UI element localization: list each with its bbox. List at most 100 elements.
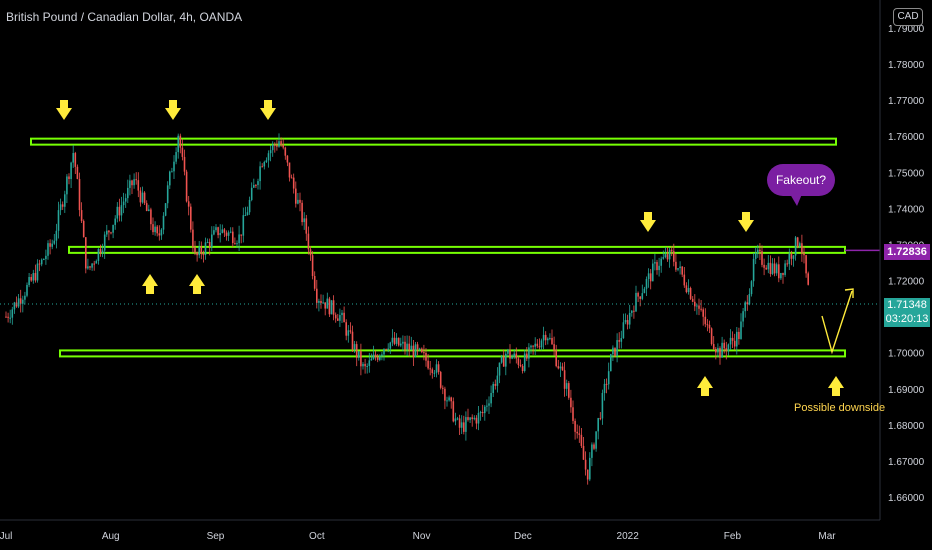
- candle-body: [61, 204, 64, 207]
- candle: [26, 282, 28, 298]
- candle-body: [358, 351, 360, 358]
- candle: [198, 241, 200, 259]
- x-tick-label: 2022: [617, 531, 640, 542]
- candle: [347, 325, 350, 343]
- candle-body: [807, 273, 809, 285]
- currency-badge[interactable]: CAD: [893, 8, 923, 26]
- candle: [236, 240, 238, 248]
- candle-body: [40, 259, 43, 265]
- candle-body: [471, 417, 473, 419]
- candle: [196, 251, 198, 262]
- candle: [202, 250, 205, 263]
- candle: [780, 272, 782, 281]
- candle: [82, 219, 85, 238]
- candle: [649, 268, 652, 290]
- y-axis-ticks: 1.79000 1.78000 1.77000 1.76000 1.75000 1.740…: [888, 24, 925, 504]
- candle-body: [288, 162, 291, 178]
- candle: [750, 280, 753, 297]
- candle-body: [143, 192, 146, 204]
- candle-body: [175, 152, 177, 162]
- candle: [610, 353, 612, 372]
- candle: [395, 333, 398, 347]
- candle-body: [49, 243, 51, 247]
- candle: [332, 295, 335, 321]
- candle-body: [152, 224, 154, 233]
- candle-body: [248, 199, 251, 213]
- candle: [376, 353, 379, 363]
- candle: [383, 348, 385, 361]
- candle: [628, 304, 631, 329]
- candle-body: [465, 417, 467, 432]
- candle-body: [675, 261, 677, 270]
- candle: [253, 178, 255, 188]
- candle: [372, 345, 375, 360]
- y-tick-label: 1.67000: [888, 457, 925, 468]
- candle: [572, 400, 574, 425]
- candle: [269, 145, 272, 162]
- arrow-down-icon: [640, 212, 656, 232]
- x-tick-label: Aug: [102, 531, 120, 542]
- candle: [744, 300, 746, 318]
- candle-body: [255, 185, 257, 187]
- last-price-tag: 1.71348 03:20:13: [884, 298, 930, 327]
- candle: [80, 202, 83, 223]
- candle: [555, 344, 557, 368]
- candle-body: [278, 141, 280, 147]
- candle-body: [500, 356, 503, 363]
- candle-body: [580, 434, 583, 446]
- candle-body: [717, 347, 719, 353]
- candle: [211, 226, 213, 252]
- candle-body: [51, 243, 53, 247]
- candle-body: [349, 330, 352, 332]
- candle-body: [727, 344, 730, 352]
- candle: [200, 241, 203, 260]
- candle: [330, 300, 333, 315]
- candle: [339, 308, 341, 328]
- candle: [85, 237, 87, 274]
- candle: [746, 295, 749, 311]
- candle-body: [112, 224, 114, 233]
- candle-body: [595, 431, 597, 449]
- candle-body: [225, 232, 228, 236]
- candle: [345, 319, 347, 341]
- candle: [481, 404, 484, 417]
- candle-body: [805, 255, 807, 274]
- y-tick-label: 1.72000: [888, 277, 925, 288]
- candle: [639, 295, 641, 307]
- candle-body: [668, 249, 671, 260]
- candle: [183, 149, 186, 176]
- candle-body: [450, 397, 452, 402]
- candle: [78, 172, 81, 217]
- candle-body: [89, 266, 91, 268]
- candle-body: [702, 309, 704, 317]
- candle-body: [47, 243, 49, 256]
- candle: [511, 354, 513, 360]
- candle: [576, 424, 578, 439]
- candle-body: [517, 358, 520, 365]
- candle-body: [719, 347, 721, 358]
- arrow-up-icon: [189, 274, 205, 294]
- candle-body: [723, 342, 725, 349]
- candle-body: [586, 469, 589, 480]
- candle-body: [337, 318, 339, 321]
- candle: [34, 264, 37, 283]
- candle-body: [778, 264, 780, 279]
- candle: [118, 198, 121, 222]
- candle-body: [299, 199, 301, 203]
- candle-body: [38, 263, 41, 265]
- candle: [299, 192, 301, 212]
- candle-body: [505, 353, 507, 367]
- candle-body: [85, 237, 87, 269]
- candle: [465, 411, 467, 441]
- candle-body: [406, 343, 408, 350]
- candle: [654, 253, 656, 271]
- candle: [141, 186, 144, 204]
- candle-body: [232, 231, 234, 244]
- candle-body: [660, 258, 662, 266]
- candle: [49, 239, 51, 255]
- candle: [799, 241, 801, 249]
- candle: [626, 314, 629, 330]
- candle: [773, 258, 776, 277]
- candle-body: [673, 251, 675, 262]
- candle-body: [129, 180, 131, 188]
